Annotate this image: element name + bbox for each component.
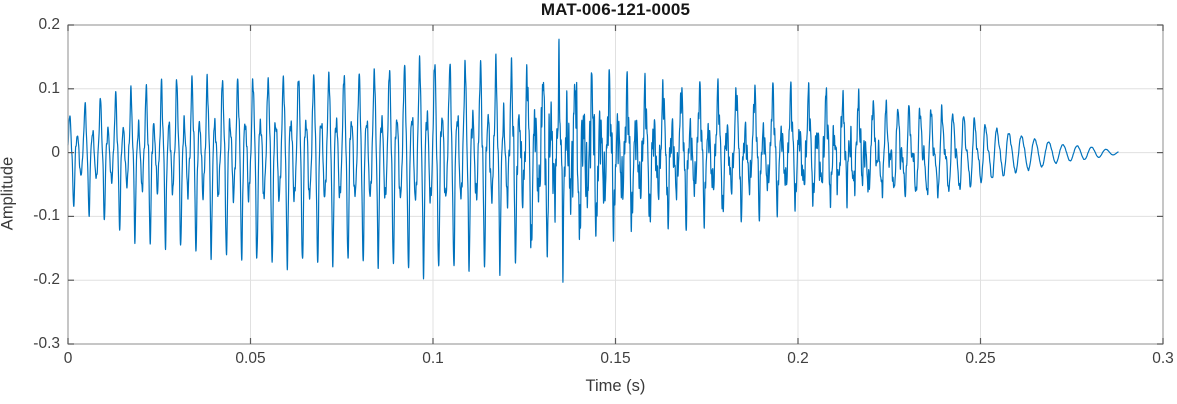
y-tick-label: -0.3 [33, 335, 60, 352]
y-axis-label: Amplitude [0, 156, 17, 231]
x-axis-label: Time (s) [585, 377, 646, 395]
y-tick-label: 0.1 [38, 79, 60, 97]
x-tick-label: 0.25 [965, 350, 996, 367]
x-tick-label: 0.3 [1152, 350, 1174, 367]
y-tick-label: 0.2 [38, 16, 60, 33]
x-tick-label: 0.15 [600, 350, 631, 367]
y-tick-label: -0.2 [33, 271, 60, 289]
x-tick-label: 0.2 [787, 350, 809, 367]
x-tick-label: 0.05 [235, 350, 266, 367]
x-tick-label: 0.1 [422, 350, 444, 367]
waveform-line [67, 38, 1119, 283]
x-tick-label: 0 [63, 350, 73, 367]
y-tick-label: 0 [51, 143, 60, 161]
chart-title: MAT-006-121-0005 [540, 0, 691, 19]
y-tick-label: -0.1 [33, 207, 60, 225]
